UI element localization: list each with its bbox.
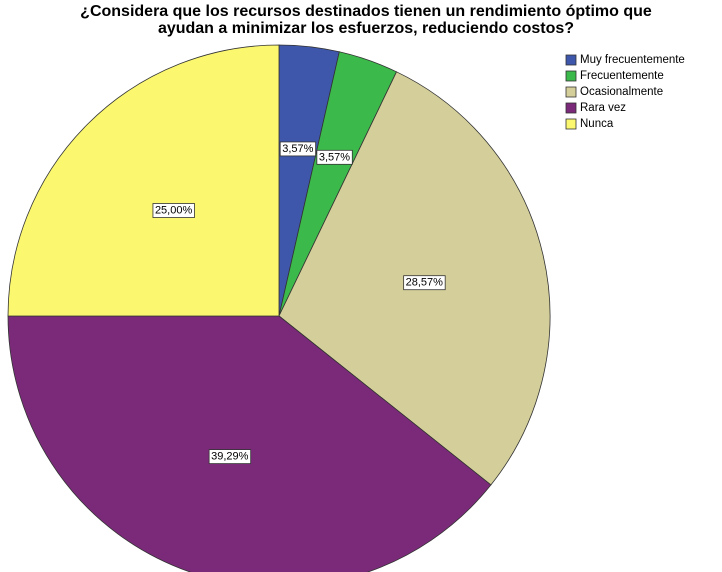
- data-label-box: [403, 275, 446, 291]
- data-label: 39,29%: [211, 451, 249, 463]
- legend-swatch: [565, 86, 577, 98]
- legend-swatch: [565, 54, 577, 66]
- pie-slice: [7, 44, 280, 317]
- legend-label: Muy frecuentemente: [580, 54, 685, 66]
- data-label-box: [208, 449, 252, 464]
- data-label: 3,57%: [319, 151, 350, 163]
- legend-label: Nunca: [580, 118, 614, 130]
- chart-title: ayudan a minimizar los esfuerzos, reduci…: [158, 20, 574, 37]
- data-label-box: [279, 141, 317, 157]
- legend-swatch: [565, 102, 577, 114]
- legend-label: Frecuentemente: [580, 70, 664, 82]
- legend-label: Rara vez: [580, 102, 626, 114]
- legend-swatch: [565, 70, 577, 82]
- data-label: 3,57%: [282, 143, 313, 155]
- legend-swatch: [565, 118, 577, 130]
- data-label: 25,00%: [155, 205, 193, 217]
- data-label-box: [316, 149, 353, 165]
- data-label-box: [152, 203, 195, 218]
- data-label: 28,57%: [406, 277, 444, 289]
- chart-title: ¿Considera que los recursos destinados t…: [80, 3, 652, 20]
- legend-label: Ocasionalmente: [580, 86, 663, 98]
